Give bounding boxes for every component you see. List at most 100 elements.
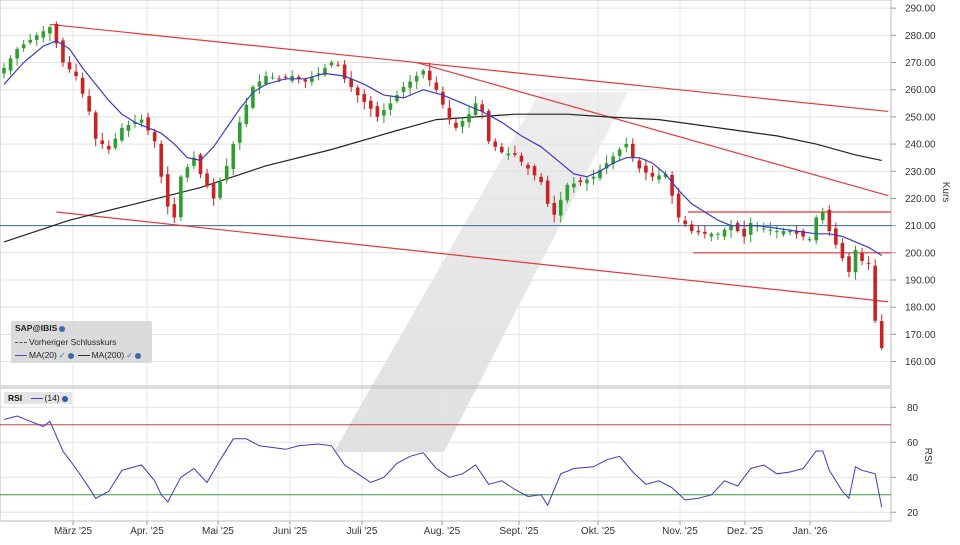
candle-down <box>480 104 484 112</box>
candle-down <box>159 143 163 177</box>
candle-up <box>395 95 399 102</box>
candle-down <box>526 164 530 169</box>
price-axis-label: Kurs <box>940 182 951 203</box>
candle-down <box>54 23 59 44</box>
candle-up <box>179 176 183 218</box>
candle-down <box>532 166 537 176</box>
candle-down <box>349 78 353 87</box>
price-tick-label: 290.00 <box>905 4 936 15</box>
ma200-check-icon[interactable]: ✓ <box>126 351 133 360</box>
price-tick-label: 220.00 <box>905 194 936 205</box>
candle-up <box>460 120 465 127</box>
candle-down <box>152 132 157 142</box>
candle-down <box>519 155 524 162</box>
candle-up <box>604 163 609 169</box>
candle-down <box>500 146 504 153</box>
candle-down <box>61 40 65 63</box>
candle-up <box>572 183 576 188</box>
date-tick-label: März '25 <box>54 526 92 537</box>
candle-down <box>801 230 805 237</box>
candle-up <box>388 103 393 110</box>
candle-down <box>683 220 687 225</box>
ma20-swatch-icon <box>15 355 27 357</box>
trend-line <box>416 61 889 197</box>
price-tick-label: 190.00 <box>905 275 936 286</box>
candle-down <box>362 94 367 102</box>
candle-up <box>807 239 812 241</box>
candle-down <box>434 82 439 90</box>
candle-down <box>447 107 452 120</box>
legend-prev-close: Vorheriger Schlusskurs <box>29 337 117 347</box>
date-tick-label: Sept. '25 <box>499 526 539 537</box>
candle-down <box>860 252 864 261</box>
date-axis-ticks: März '25 Apr. '25 Mai '25 Juni '25 Juli '25 A… <box>54 521 828 537</box>
candle-up <box>15 48 19 59</box>
price-tick-label: 170.00 <box>905 330 936 341</box>
candle-up <box>185 167 190 178</box>
candle-down <box>873 265 877 321</box>
candle-up <box>257 81 262 87</box>
candle-down <box>827 209 832 232</box>
candle-down <box>513 153 517 155</box>
candle-down <box>211 182 216 199</box>
rsi-gridlines <box>0 406 891 513</box>
candle-down <box>650 172 655 177</box>
candle-up <box>814 217 818 241</box>
candle-down <box>441 91 445 105</box>
candle-down <box>840 243 845 259</box>
candlesticks <box>2 21 884 351</box>
candle-down <box>172 204 177 218</box>
price-tick-label: 250.00 <box>905 112 936 123</box>
price-tick-label: 200.00 <box>905 248 936 259</box>
rsi-tick-label: 40 <box>907 473 919 484</box>
price-legend: SAP@IBIS Vorheriger Schlusskurs MA(20) ✓ M… <box>11 321 152 363</box>
candle-up <box>323 67 327 75</box>
price-tick-label: 280.00 <box>905 31 936 42</box>
candle-up <box>722 229 727 237</box>
candle-down <box>454 122 458 128</box>
candle-up <box>113 138 118 148</box>
price-axis-ticks: 160.00 170.00 180.00 190.00 200.00 210.00 220.… <box>891 4 936 368</box>
rsi-tick-label: 80 <box>907 403 919 414</box>
candle-up <box>729 225 733 231</box>
rsi-settings-icon[interactable] <box>61 395 68 402</box>
candle-up <box>565 184 570 201</box>
candle-down <box>539 176 543 183</box>
candle-down <box>369 100 373 109</box>
trend-line <box>49 23 889 113</box>
candle-down <box>493 141 498 147</box>
candle-up <box>21 44 26 49</box>
horizontal-levels <box>0 211 891 254</box>
ma200-line <box>3 113 882 243</box>
candle-down <box>283 76 288 78</box>
candle-up <box>585 179 589 184</box>
candle-up <box>251 86 255 108</box>
symbol-settings-icon[interactable] <box>59 325 66 332</box>
legend-ma200: MA(200) <box>91 350 125 360</box>
candle-up <box>264 76 268 84</box>
date-tick-label: Dez. '25 <box>727 526 764 537</box>
candle-down <box>375 106 380 117</box>
candle-up <box>558 199 563 216</box>
candle-up <box>8 58 13 71</box>
ma200-settings-icon[interactable] <box>134 352 141 359</box>
ma20-check-icon[interactable]: ✓ <box>58 351 66 360</box>
candle-up <box>853 250 858 273</box>
ma20-settings-icon[interactable] <box>67 352 74 359</box>
candle-up <box>2 67 6 74</box>
date-tick-label: Okt. '25 <box>581 526 616 537</box>
date-tick-label: Juni '25 <box>273 526 308 537</box>
candle-up <box>598 169 602 179</box>
ma20-path <box>3 40 883 257</box>
candle-up <box>41 31 46 38</box>
candle-down <box>670 174 674 196</box>
candle-up <box>382 110 386 116</box>
candle-up <box>768 229 773 231</box>
x-gridlines <box>72 0 811 521</box>
candle-down <box>696 230 701 233</box>
candle-up <box>788 231 792 233</box>
candle-up <box>414 76 419 82</box>
candle-down <box>296 76 301 79</box>
ma200-path <box>3 113 882 243</box>
